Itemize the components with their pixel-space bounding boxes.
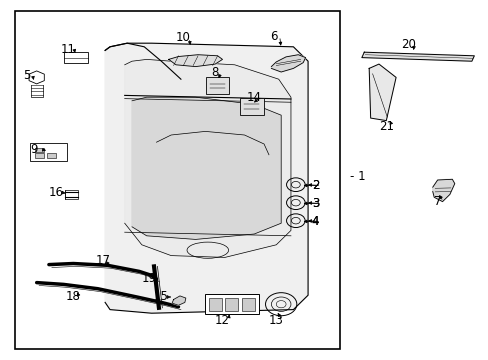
Text: 9: 9 xyxy=(30,143,38,156)
Bar xyxy=(15,11,339,349)
Polygon shape xyxy=(361,52,473,61)
Polygon shape xyxy=(105,43,307,313)
Text: 2: 2 xyxy=(311,179,319,192)
Polygon shape xyxy=(432,179,454,202)
Bar xyxy=(64,190,78,199)
Text: - 1: - 1 xyxy=(349,170,365,183)
Text: 3: 3 xyxy=(311,197,319,210)
Text: 19: 19 xyxy=(142,273,156,285)
Text: 14: 14 xyxy=(246,91,261,104)
Text: 2: 2 xyxy=(311,179,319,192)
Text: 10: 10 xyxy=(176,31,190,44)
Text: 6: 6 xyxy=(269,30,277,42)
Bar xyxy=(30,143,67,161)
Text: 7: 7 xyxy=(433,195,441,208)
Polygon shape xyxy=(271,55,305,72)
Bar xyxy=(225,298,238,311)
Text: 8: 8 xyxy=(211,66,219,78)
Polygon shape xyxy=(124,59,290,257)
FancyBboxPatch shape xyxy=(205,77,229,94)
Text: 21: 21 xyxy=(378,120,393,132)
Bar xyxy=(47,153,56,158)
Bar xyxy=(35,153,44,158)
Text: 15: 15 xyxy=(154,291,168,303)
Polygon shape xyxy=(132,97,281,239)
Polygon shape xyxy=(172,296,185,305)
Bar xyxy=(63,52,88,63)
Text: 12: 12 xyxy=(215,314,229,327)
Text: 20: 20 xyxy=(400,39,415,51)
Bar xyxy=(205,294,259,314)
FancyBboxPatch shape xyxy=(240,98,263,115)
Text: 18: 18 xyxy=(66,291,81,303)
Bar xyxy=(242,298,254,311)
Polygon shape xyxy=(368,64,395,121)
Bar xyxy=(35,148,44,152)
Text: 5: 5 xyxy=(23,69,31,82)
Text: 16: 16 xyxy=(49,186,63,199)
Polygon shape xyxy=(168,55,222,67)
Text: 3: 3 xyxy=(311,197,319,210)
Text: 4: 4 xyxy=(311,215,319,228)
Text: 11: 11 xyxy=(61,43,76,56)
Text: 4: 4 xyxy=(311,215,319,228)
Bar xyxy=(208,298,221,311)
Text: 13: 13 xyxy=(268,314,283,327)
Text: 17: 17 xyxy=(95,255,110,267)
